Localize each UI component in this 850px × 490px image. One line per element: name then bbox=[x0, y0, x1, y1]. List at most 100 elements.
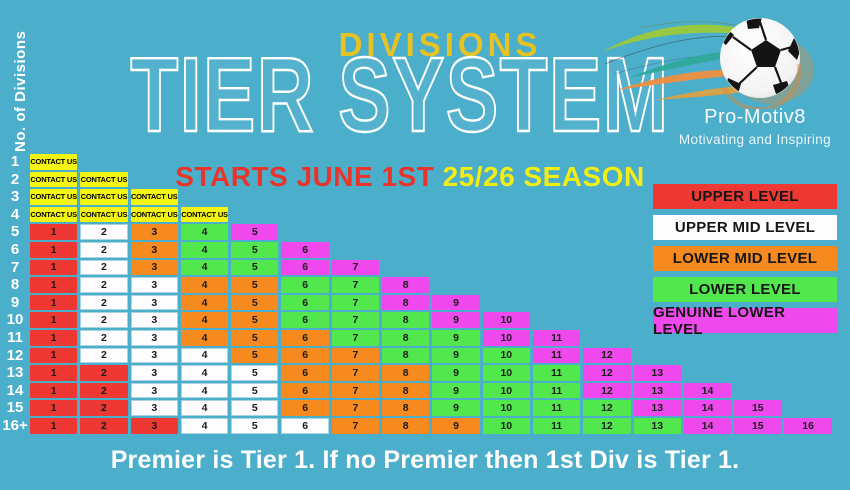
table-row: 12 1 2 3 4 5 6 7 8 9 10 11 12 bbox=[0, 347, 835, 364]
tier-cell: 2 bbox=[80, 382, 128, 399]
contact-us-cell[interactable]: CONTACT US bbox=[130, 189, 178, 205]
contact-us-cell[interactable]: CONTACT US bbox=[180, 206, 229, 223]
tier-cell: 10 bbox=[482, 382, 530, 399]
tier-cell: 14 bbox=[683, 417, 732, 434]
season-subtitle: STARTS JUNE 1ST 25/26 SEASON bbox=[0, 161, 820, 193]
tier-cell: 5 bbox=[231, 224, 279, 240]
table-row: 13 1 2 3 4 5 6 7 8 9 10 11 12 13 bbox=[0, 365, 835, 381]
contact-us-cell[interactable]: CONTACT US bbox=[30, 206, 78, 223]
tier-cell: 6 bbox=[281, 400, 329, 416]
row-label-divisions: 15 bbox=[6, 399, 24, 417]
tier-cell: 3 bbox=[130, 224, 178, 240]
contact-us-cell[interactable]: CONTACT US bbox=[30, 171, 78, 188]
subtitle-starts: STARTS JUNE 1ST bbox=[175, 161, 435, 192]
tier-cell: 8 bbox=[382, 417, 430, 434]
tier-cell: 9 bbox=[432, 312, 480, 328]
tier-cell: 7 bbox=[331, 400, 380, 416]
tier-cell: 1 bbox=[30, 312, 78, 328]
tier-cell: 6 bbox=[281, 365, 329, 381]
table-row: 4 CONTACT US CONTACT US CONTACT US CONTACT U… bbox=[0, 207, 835, 223]
tier-cell: 10 bbox=[482, 329, 530, 346]
tier-cell: 5 bbox=[231, 347, 279, 364]
tier-cell: 7 bbox=[331, 329, 380, 346]
table-row: 11 1 2 3 4 5 6 7 8 9 10 11 bbox=[0, 330, 835, 346]
tier-cell: 4 bbox=[180, 365, 229, 381]
tier-cell: 5 bbox=[231, 417, 279, 434]
tier-cell: 7 bbox=[331, 382, 380, 399]
tier-table: 1 CONTACT US 2 CONTACT US CONTACT US 3 CONTACT… bbox=[0, 154, 835, 436]
contact-us-cell[interactable]: CONTACT US bbox=[30, 154, 78, 170]
tier-cell: 8 bbox=[382, 400, 430, 416]
tier-cell: 5 bbox=[231, 294, 279, 311]
tier-cell: 1 bbox=[30, 365, 78, 381]
tier-cell: 13 bbox=[633, 365, 681, 381]
contact-us-cell[interactable]: CONTACT US bbox=[30, 189, 78, 205]
tier-cell: 6 bbox=[281, 417, 329, 434]
table-row: 14 1 2 3 4 5 6 7 8 9 10 11 12 13 14 bbox=[0, 383, 835, 399]
tier-cell: 6 bbox=[281, 329, 329, 346]
tier-cell: 9 bbox=[432, 365, 480, 381]
tier-cell: 4 bbox=[180, 259, 229, 276]
tier-cell: 1 bbox=[30, 347, 78, 364]
title-tier-system: TIER SYSTEM bbox=[129, 36, 670, 154]
tier-cell: 1 bbox=[30, 224, 78, 240]
tier-cell: 9 bbox=[432, 329, 480, 346]
legend-item-upper-level: UPPER LEVEL bbox=[653, 184, 837, 209]
tier-cell: 8 bbox=[382, 312, 430, 328]
tier-cell: 6 bbox=[281, 259, 329, 276]
tier-cell: 5 bbox=[231, 241, 279, 258]
tier-cell: 9 bbox=[432, 294, 480, 311]
tier-cell: 9 bbox=[432, 400, 480, 416]
contact-us-cell[interactable]: CONTACT US bbox=[80, 206, 128, 223]
subtitle-season: 25/26 SEASON bbox=[442, 161, 645, 192]
tier-cell: 4 bbox=[180, 277, 229, 293]
tier-cell: 1 bbox=[30, 382, 78, 399]
tier-cell: 4 bbox=[180, 347, 229, 364]
tier-cell: 3 bbox=[130, 365, 178, 381]
tier-cell: 4 bbox=[180, 312, 229, 328]
tier-cell: 1 bbox=[30, 329, 78, 346]
tier-cell: 1 bbox=[30, 294, 78, 311]
contact-us-cell[interactable]: CONTACT US bbox=[80, 189, 128, 205]
tier-cell: 2 bbox=[80, 347, 128, 364]
tier-cell: 3 bbox=[130, 277, 178, 293]
legend-item-lower-level: LOWER LEVEL bbox=[653, 277, 837, 302]
tier-cell: 2 bbox=[80, 312, 128, 328]
tier-cell: 14 bbox=[683, 400, 732, 416]
table-row: 10 1 2 3 4 5 6 7 8 9 10 bbox=[0, 312, 835, 328]
tier-cell: 4 bbox=[180, 224, 229, 240]
tier-cell: 6 bbox=[281, 347, 329, 364]
tier-cell: 3 bbox=[130, 259, 178, 276]
tier-cell: 11 bbox=[532, 382, 581, 399]
tier-cell: 5 bbox=[231, 259, 279, 276]
tier-cell: 6 bbox=[281, 241, 329, 258]
logo-name: Pro-Motiv8 bbox=[704, 106, 806, 128]
contact-us-cell[interactable]: CONTACT US bbox=[80, 171, 128, 188]
tier-cell: 2 bbox=[80, 259, 128, 276]
tier-cell: 11 bbox=[532, 365, 581, 381]
tier-cell: 4 bbox=[180, 400, 229, 416]
tier-cell: 5 bbox=[231, 400, 279, 416]
tier-cell: 6 bbox=[281, 312, 329, 328]
tier-cell: 4 bbox=[180, 382, 229, 399]
tier-cell: 3 bbox=[130, 294, 178, 311]
contact-us-cell[interactable]: CONTACT US bbox=[130, 206, 178, 223]
tier-cell: 11 bbox=[532, 400, 581, 416]
tier-cell: 13 bbox=[633, 382, 681, 399]
tier-cell: 1 bbox=[30, 241, 78, 258]
tier-cell: 5 bbox=[231, 312, 279, 328]
tier-cell: 3 bbox=[130, 347, 178, 364]
tier-cell: 7 bbox=[331, 365, 380, 381]
tier-cell: 5 bbox=[231, 365, 279, 381]
soccer-ball-logo-icon bbox=[602, 18, 814, 109]
table-row: 3 CONTACT US CONTACT US CONTACT US bbox=[0, 189, 835, 205]
tier-cell: 7 bbox=[331, 294, 380, 311]
tier-cell: 6 bbox=[281, 382, 329, 399]
tier-cell: 8 bbox=[382, 382, 430, 399]
tier-cell: 4 bbox=[180, 417, 229, 434]
tier-cell: 4 bbox=[180, 241, 229, 258]
tier-cell: 5 bbox=[231, 382, 279, 399]
row-label-divisions: 1 bbox=[10, 153, 20, 170]
